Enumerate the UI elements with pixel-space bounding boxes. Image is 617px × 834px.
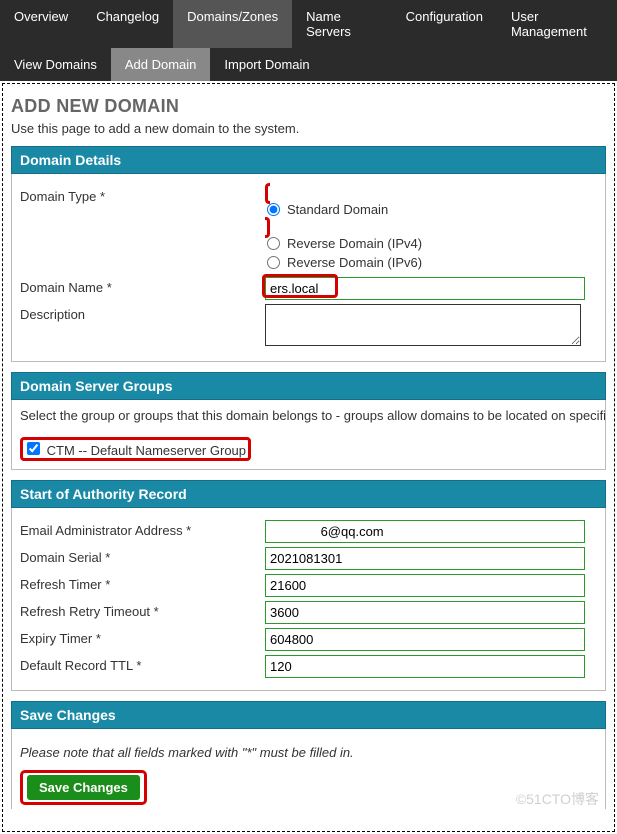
section-save-head: Save Changes [11,701,606,729]
highlight-save-button: Save Changes [20,770,147,805]
section-soa-body: Email Administrator Address * Domain Ser… [11,508,606,691]
watermark-text: ©51CTO博客 [516,789,599,809]
section-soa-head: Start of Authority Record [11,480,606,508]
section-server-groups-head: Domain Server Groups [11,372,606,400]
soa-serial-input[interactable] [265,547,585,570]
required-fields-note: Please note that all fields marked with … [20,745,597,760]
highlight-standard-domain: Standard Domain [265,183,422,238]
section-domain-details-body: Domain Type * Standard Domain Reverse Do… [11,174,606,362]
secondary-nav-row: View Domains Add Domain Import Domain [0,48,617,81]
soa-refresh-input[interactable] [265,574,585,597]
subtab-view-domains[interactable]: View Domains [0,48,111,81]
checkbox-default-nameserver-group[interactable] [27,442,40,455]
page-subtitle: Use this page to add a new domain to the… [11,121,606,136]
radio-standard-domain[interactable] [267,203,280,216]
soa-email-input[interactable] [265,520,585,543]
soa-expiry-input[interactable] [265,628,585,651]
soa-serial-label: Domain Serial * [20,547,265,565]
checkbox-default-nameserver-group-label: CTM -- Default Nameserver Group [47,443,246,458]
tab-configuration[interactable]: Configuration [392,0,497,48]
soa-retry-input[interactable] [265,601,585,624]
radio-reverse-ipv4[interactable] [267,237,280,250]
soa-expiry-label: Expiry Timer * [20,628,265,646]
domain-type-options: Standard Domain Reverse Domain (IPv4) Re… [265,186,422,273]
save-changes-button[interactable]: Save Changes [27,775,140,800]
soa-email-label: Email Administrator Address * [20,520,265,538]
radio-standard-domain-label: Standard Domain [287,202,388,217]
soa-ttl-input[interactable] [265,655,585,678]
page-root: { "colors":{"tab_bg":"#2b2b2b","tab_acti… [0,0,617,832]
primary-nav-row: Overview Changelog Domains/Zones Name Se… [0,0,617,48]
section-domain-details-head: Domain Details [11,146,606,174]
tab-user-management[interactable]: User Management [497,0,617,48]
soa-ttl-label: Default Record TTL * [20,655,265,673]
soa-retry-label: Refresh Retry Timeout * [20,601,265,619]
primary-nav: Overview Changelog Domains/Zones Name Se… [0,0,617,81]
subtab-add-domain[interactable]: Add Domain [111,48,211,81]
subtab-import-domain[interactable]: Import Domain [210,48,323,81]
highlight-default-group: CTM -- Default Nameserver Group [20,437,251,461]
tab-overview[interactable]: Overview [0,0,82,48]
page-title: ADD NEW DOMAIN [11,96,606,117]
radio-reverse-ipv6-label: Reverse Domain (IPv6) [287,255,422,270]
server-groups-help: Select the group or groups that this dom… [20,408,597,423]
content-area: ADD NEW DOMAIN Use this page to add a ne… [2,83,615,832]
description-textarea[interactable] [265,304,581,346]
soa-refresh-label: Refresh Timer * [20,574,265,592]
radio-reverse-ipv4-label: Reverse Domain (IPv4) [287,236,422,251]
domain-name-label: Domain Name * [20,277,265,295]
description-label: Description [20,304,265,322]
tab-changelog[interactable]: Changelog [82,0,173,48]
domain-type-label: Domain Type * [20,186,265,204]
tab-name-servers[interactable]: Name Servers [292,0,392,48]
radio-reverse-ipv6[interactable] [267,256,280,269]
domain-name-input[interactable] [265,277,585,300]
section-save-body: Please note that all fields marked with … [11,729,606,809]
section-server-groups-body: Select the group or groups that this dom… [11,400,606,470]
tab-domains-zones[interactable]: Domains/Zones [173,0,292,48]
